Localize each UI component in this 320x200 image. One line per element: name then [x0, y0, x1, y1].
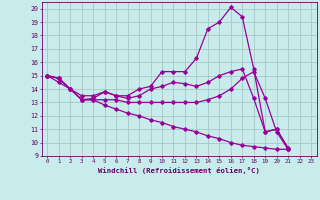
- X-axis label: Windchill (Refroidissement éolien,°C): Windchill (Refroidissement éolien,°C): [98, 167, 260, 174]
